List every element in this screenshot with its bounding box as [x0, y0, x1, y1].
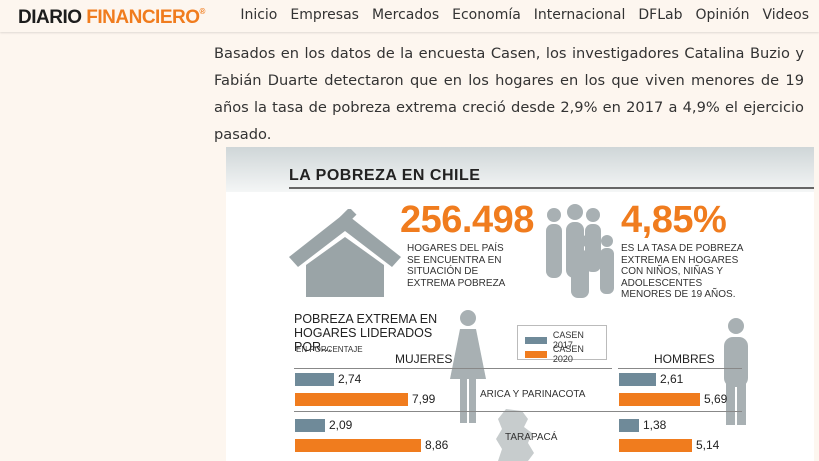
bar-hombres-casen-2017-0: [619, 373, 656, 386]
region-label-tarapaca: TARAPACÁ: [505, 432, 558, 443]
logo-registered-mark: ®: [199, 7, 206, 16]
legend-swatch-2017: [525, 336, 547, 344]
stat-rate-caption: ES LA TASA DE POBREZA EXTREMA EN HOGARES…: [621, 243, 743, 300]
nav-item-internacional[interactable]: Internacional: [533, 7, 626, 23]
region-label-arica: ARICA Y PARINACOTA: [480, 389, 586, 400]
main-nav: Inicio Empresas Mercados Economía Intern…: [240, 7, 809, 23]
legend-item-2017: CASEN 2017: [525, 330, 606, 350]
bar-value-label: 5,14: [696, 438, 720, 452]
nav-item-videos[interactable]: Videos: [762, 7, 809, 23]
article-paragraph: Basados en los datos de la encuesta Case…: [214, 45, 804, 143]
legend-item-2020: CASEN 2020: [525, 344, 606, 364]
bar-hombres-casen-2020-0: [619, 393, 700, 406]
legend-label-2017: CASEN 2017: [552, 330, 584, 350]
site-header: DIARIO FINANCIERO® Inicio Empresas Merca…: [0, 0, 819, 32]
nav-item-dflab[interactable]: DFLab: [638, 7, 683, 23]
bar-mujeres-casen-2017-1: [295, 419, 325, 432]
woman-icon: [450, 310, 486, 423]
group-label-hombres: HOMBRES: [654, 352, 715, 366]
bar-mujeres-casen-2020-0: [295, 393, 408, 406]
nav-item-inicio[interactable]: Inicio: [240, 7, 278, 23]
nav-item-opinion[interactable]: Opinión: [695, 7, 750, 23]
stat-households-caption: HOGARES DEL PAÍS SE ENCUENTRA EN SITUACI…: [407, 243, 506, 289]
chart-legend: CASEN 2017 CASEN 2020: [517, 325, 607, 364]
logo-word-financiero: FINANCIERO: [86, 7, 200, 28]
bar-value-label: 5,69: [704, 392, 728, 406]
chart-row-divider-mid: [294, 411, 742, 412]
group-label-mujeres: MUJERES: [395, 352, 453, 366]
chart-row-divider-top-right: [618, 368, 742, 369]
legend-swatch-2020: [525, 350, 547, 358]
nav-item-economia[interactable]: Economía: [452, 7, 521, 23]
chile-map-icon: [496, 409, 534, 461]
nav-item-empresas[interactable]: Empresas: [290, 7, 359, 23]
infographic: LA POBREZA EN CHILE 256.498 HOGARES DEL …: [226, 147, 814, 461]
bar-hombres-casen-2020-1: [619, 439, 692, 452]
man-icon: [724, 318, 748, 425]
stat-households-number: 256.498: [400, 199, 534, 241]
bar-hombres-casen-2017-1: [619, 419, 639, 432]
chart-section-title: POBREZA EXTREMA EN HOGARES LIDERADOS POR…: [294, 312, 438, 354]
bar-value-label: 8,86: [425, 438, 449, 452]
site-logo[interactable]: DIARIO FINANCIERO®: [18, 7, 205, 29]
bar-value-label: 2,74: [338, 372, 362, 386]
bar-mujeres-casen-2017-0: [295, 373, 334, 386]
bar-mujeres-casen-2020-1: [295, 439, 421, 452]
bar-value-label: 2,61: [660, 372, 684, 386]
chart-row-divider-top: [294, 368, 612, 369]
family-icon: [546, 204, 614, 298]
title-divider: [289, 187, 814, 189]
infographic-top-band: [226, 147, 814, 192]
nav-item-mercados[interactable]: Mercados: [371, 7, 440, 23]
chart-section-note: EN PORCENTAJE: [296, 345, 363, 354]
bar-value-label: 2,09: [329, 418, 353, 432]
legend-label-2020: CASEN 2020: [552, 344, 584, 364]
bar-value-label: 1,38: [643, 418, 667, 432]
logo-word-diario: DIARIO: [18, 7, 82, 28]
house-icon: [289, 209, 401, 297]
bar-value-label: 7,99: [412, 392, 436, 406]
infographic-title: LA POBREZA EN CHILE: [289, 167, 481, 184]
stat-rate-number: 4,85%: [621, 199, 727, 241]
